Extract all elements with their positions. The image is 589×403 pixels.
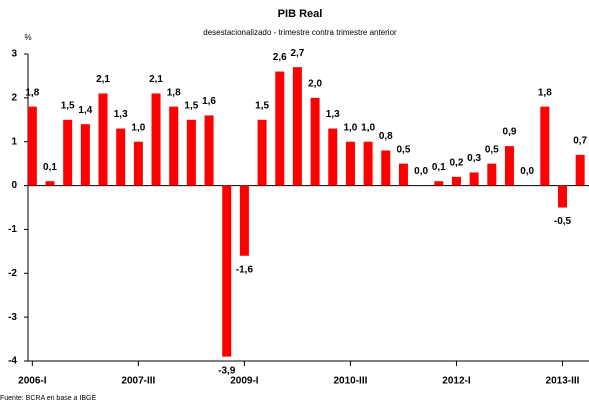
data-label: 0,5 <box>485 144 499 155</box>
data-label: 0,7 <box>573 136 587 147</box>
bar <box>204 115 214 186</box>
y-tick-label: 3 <box>11 49 17 60</box>
chart-subtitle: desestacionalizado - trimestre contra tr… <box>203 28 397 37</box>
y-tick-label: -3 <box>8 312 17 323</box>
data-label: 1,5 <box>184 100 198 111</box>
bar <box>469 172 479 186</box>
bar <box>45 181 55 186</box>
x-tick-label: 2012-I <box>442 376 471 387</box>
bar <box>116 128 126 186</box>
source: Fuente: BCRA en base a IBGE <box>0 395 96 402</box>
bar <box>275 71 285 186</box>
bar <box>310 97 320 186</box>
bar <box>186 119 196 186</box>
bar <box>345 141 355 186</box>
y-tick-label: -2 <box>8 268 17 279</box>
data-label: -0,5 <box>554 216 572 227</box>
data-label: 0,1 <box>432 162 446 173</box>
y-unit: % <box>24 33 31 42</box>
data-label: 2,1 <box>149 74 163 85</box>
y-tick-label: 0 <box>11 180 17 191</box>
bar <box>222 185 232 357</box>
bar <box>540 106 550 186</box>
bar <box>257 119 267 186</box>
bar <box>434 181 444 186</box>
bar <box>504 146 514 186</box>
data-label: 2,0 <box>308 78 322 89</box>
bar <box>575 154 585 186</box>
bar <box>133 141 143 186</box>
bar <box>98 93 108 186</box>
data-label: 1,8 <box>167 87 181 98</box>
bar <box>239 185 249 256</box>
bar <box>398 163 408 186</box>
data-label: 1,0 <box>131 122 145 133</box>
data-label: 0,8 <box>379 131 393 142</box>
bar <box>80 124 90 186</box>
bar <box>487 163 497 186</box>
data-label: 1,8 <box>538 87 552 98</box>
bar <box>63 119 73 186</box>
y-tick-label: -4 <box>8 356 17 367</box>
data-label: 0,0 <box>414 166 428 177</box>
data-label: 2,1 <box>96 74 110 85</box>
bar <box>328 128 338 186</box>
data-label: 1,6 <box>202 96 216 107</box>
data-label: 0,2 <box>450 157 464 168</box>
data-label: 1,4 <box>78 105 92 116</box>
data-label: 1,5 <box>255 100 269 111</box>
data-label: -3,9 <box>218 365 236 376</box>
y-tick-label: -1 <box>8 224 17 235</box>
x-tick-label: 2009-I <box>230 376 259 387</box>
data-label: 0,0 <box>520 166 534 177</box>
bar <box>363 141 373 186</box>
data-label: 2,7 <box>290 48 304 59</box>
bar <box>451 176 461 186</box>
x-tick-label: 2010-III <box>333 376 367 387</box>
y-tick-label: 2 <box>11 92 17 103</box>
bar <box>169 106 179 186</box>
chart-title: PIB Real <box>278 8 323 20</box>
data-label: 1,5 <box>61 100 75 111</box>
data-label: 1,3 <box>326 109 340 120</box>
data-label: 2,6 <box>273 52 287 63</box>
bar <box>557 185 567 208</box>
bar <box>381 150 391 186</box>
bar <box>151 93 161 186</box>
bar <box>292 67 302 186</box>
x-tick-label: 2013-III <box>546 376 580 387</box>
data-label: -1,6 <box>236 264 254 275</box>
data-label: 1,8 <box>25 87 39 98</box>
data-label: 1,0 <box>361 122 375 133</box>
data-label: 0,5 <box>396 144 410 155</box>
bar <box>27 106 37 186</box>
x-tick-label: 2006-I <box>18 376 47 387</box>
x-tick-label: 2007-III <box>121 376 155 387</box>
data-label: 0,1 <box>43 162 57 173</box>
data-label: 1,0 <box>343 122 357 133</box>
y-tick-label: 1 <box>11 136 17 147</box>
data-label: 1,3 <box>114 109 128 120</box>
data-label: 0,9 <box>503 127 517 138</box>
data-label: 0,3 <box>467 153 481 164</box>
